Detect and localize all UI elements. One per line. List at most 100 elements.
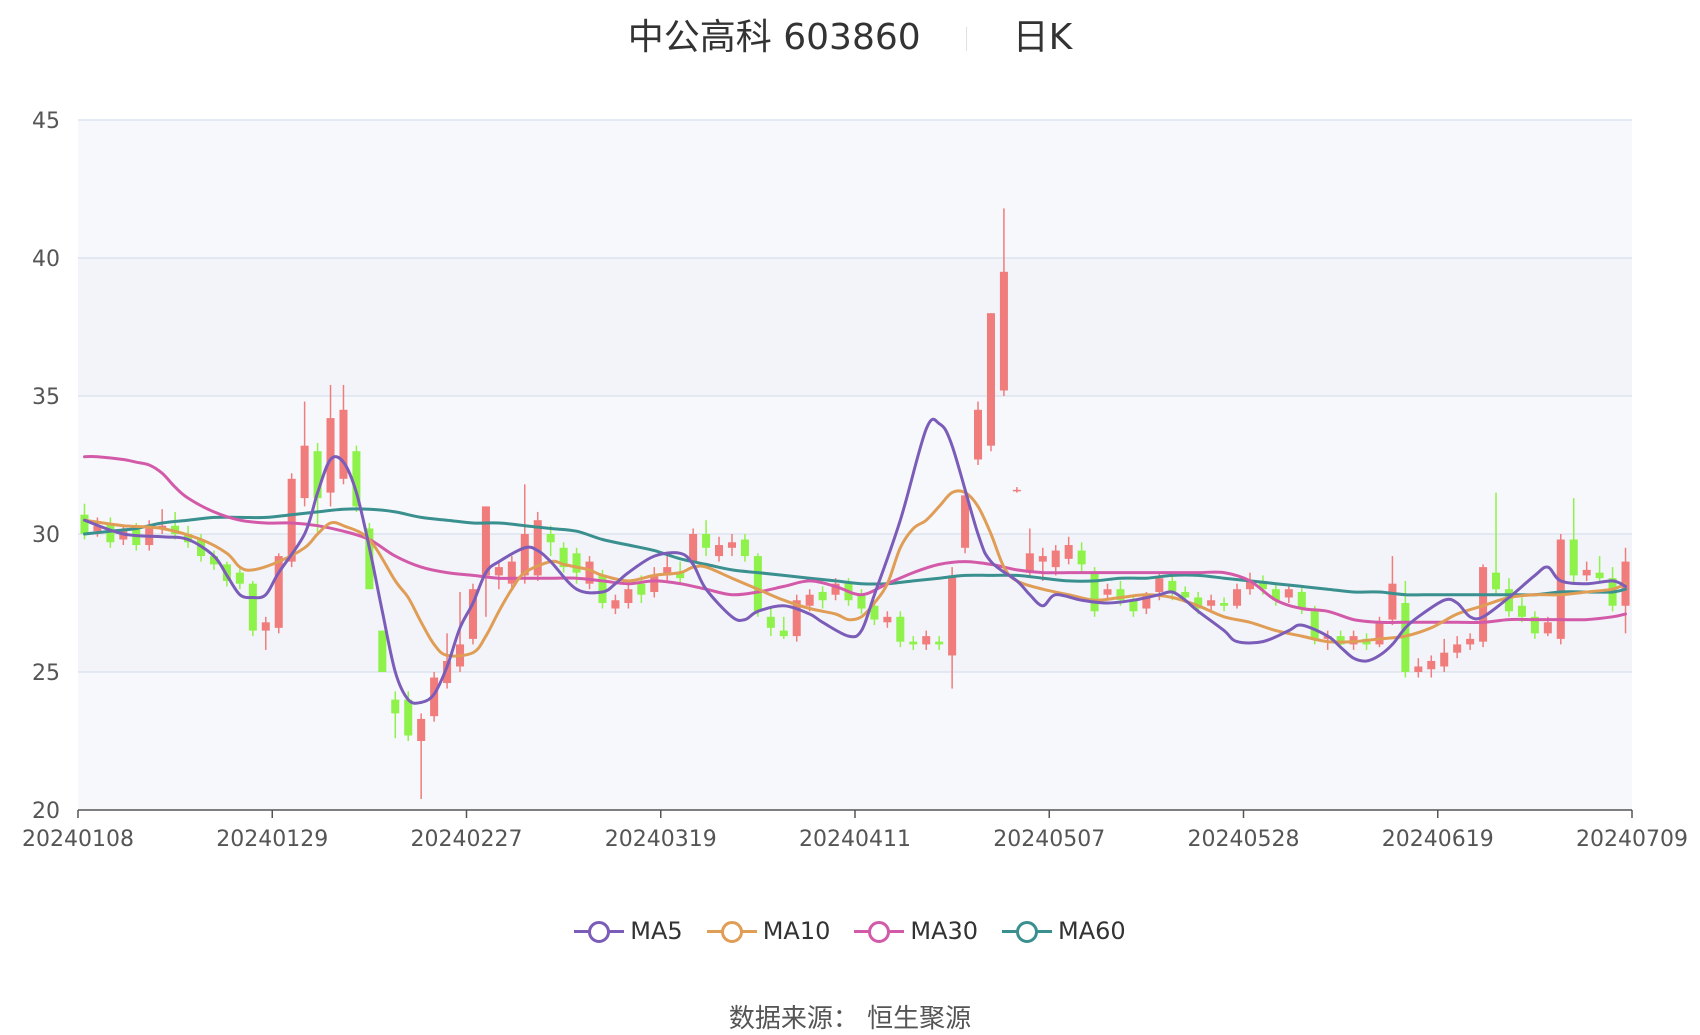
candle: [896, 611, 905, 648]
candle-body: [935, 641, 944, 645]
candle: [1025, 528, 1034, 576]
candle: [986, 313, 995, 452]
candle-body: [689, 534, 698, 562]
candle-body: [1530, 616, 1539, 634]
candle: [443, 633, 452, 689]
legend-marker-icon: [574, 921, 625, 943]
candle-body: [287, 478, 296, 562]
candle: [948, 567, 957, 689]
candle: [1556, 534, 1565, 645]
grid-band: [78, 672, 1632, 810]
candle-body: [727, 542, 736, 548]
candle: [481, 506, 490, 617]
ma-lines: [83, 417, 1627, 705]
candle-body: [209, 556, 218, 565]
candle: [792, 594, 801, 642]
candle-body: [909, 641, 918, 645]
candle: [1129, 594, 1138, 617]
candle-body: [1271, 589, 1280, 601]
legend-item-ma5[interactable]: MA5: [574, 917, 683, 945]
grid-band: [78, 258, 1632, 396]
candle-body: [585, 561, 594, 584]
candle: [546, 525, 555, 557]
candle-body: [624, 589, 633, 603]
candle-body: [611, 600, 620, 609]
candle-body: [1427, 660, 1436, 670]
x-tick-label: 20240129: [216, 827, 328, 852]
candle-body: [481, 506, 490, 576]
grid-bands: [78, 120, 1632, 810]
x-tick-label: 20240507: [993, 827, 1105, 852]
candle: [663, 556, 672, 581]
candle: [909, 636, 918, 650]
legend-item-ma10[interactable]: MA10: [706, 917, 830, 945]
candle-body: [197, 539, 206, 557]
candle-body: [883, 616, 892, 623]
candle: [1103, 583, 1112, 601]
legend-item-ma60[interactable]: MA60: [1002, 917, 1126, 945]
candle: [533, 511, 542, 581]
candle: [559, 542, 568, 573]
candle: [753, 553, 762, 617]
candle-body: [792, 600, 801, 637]
candle-body: [313, 451, 322, 499]
candle-body: [80, 514, 89, 534]
candle-body: [1310, 611, 1319, 639]
candle-body: [1207, 600, 1216, 606]
candle-body: [740, 539, 749, 557]
x-tick-label: 20240319: [605, 827, 717, 852]
candle: [248, 580, 257, 637]
legend-item-ma30[interactable]: MA30: [854, 917, 978, 945]
candle-body: [1414, 666, 1423, 672]
candle: [740, 534, 749, 562]
data-source: 数据来源： 恒生聚源: [0, 998, 1700, 1035]
candle: [352, 445, 361, 512]
y-tick-label: 25: [32, 661, 60, 686]
candle-body: [922, 636, 931, 645]
candle: [702, 520, 711, 557]
candle-body: [1245, 580, 1254, 590]
candle-body: [805, 594, 814, 606]
candle-body: [999, 271, 1008, 391]
candle: [1245, 572, 1254, 595]
candle: [779, 616, 788, 639]
candle-body: [533, 520, 542, 576]
y-tick-label: 30: [32, 523, 60, 548]
candle-body: [753, 556, 762, 612]
candle-body: [1064, 545, 1073, 559]
candle-body: [1595, 572, 1604, 579]
candle: [1492, 492, 1501, 595]
candle-body: [339, 409, 348, 479]
candle-body: [468, 589, 477, 639]
candle-body: [1116, 589, 1125, 601]
candle-body: [1129, 600, 1138, 612]
candle: [974, 401, 983, 465]
candle-body: [572, 553, 581, 573]
candle: [1440, 638, 1449, 672]
candle: [274, 553, 283, 634]
candle: [1582, 561, 1591, 581]
y-tick-label: 20: [32, 799, 60, 824]
candle: [378, 630, 387, 672]
x-tick-label: 20240709: [1576, 827, 1688, 852]
candle-body: [326, 418, 335, 493]
candle: [1388, 556, 1397, 626]
candle: [468, 583, 477, 645]
candle-body: [663, 567, 672, 576]
candle: [922, 630, 931, 650]
candle-body: [300, 445, 309, 499]
candle-body: [715, 545, 724, 557]
ma-line-ma30: [83, 455, 1627, 625]
ma-line-ma5: [83, 417, 1627, 705]
grid-lines: [78, 119, 1632, 673]
candle: [365, 522, 374, 590]
candle: [715, 536, 724, 562]
candle-body: [1504, 589, 1513, 612]
candle-body: [1025, 553, 1034, 573]
source-label: 数据来源：: [728, 1004, 859, 1034]
candle-body: [1194, 597, 1203, 609]
candle: [1530, 611, 1539, 639]
candle-body: [1051, 550, 1060, 568]
x-tick-label: 20240411: [799, 827, 911, 852]
candle: [624, 583, 633, 609]
